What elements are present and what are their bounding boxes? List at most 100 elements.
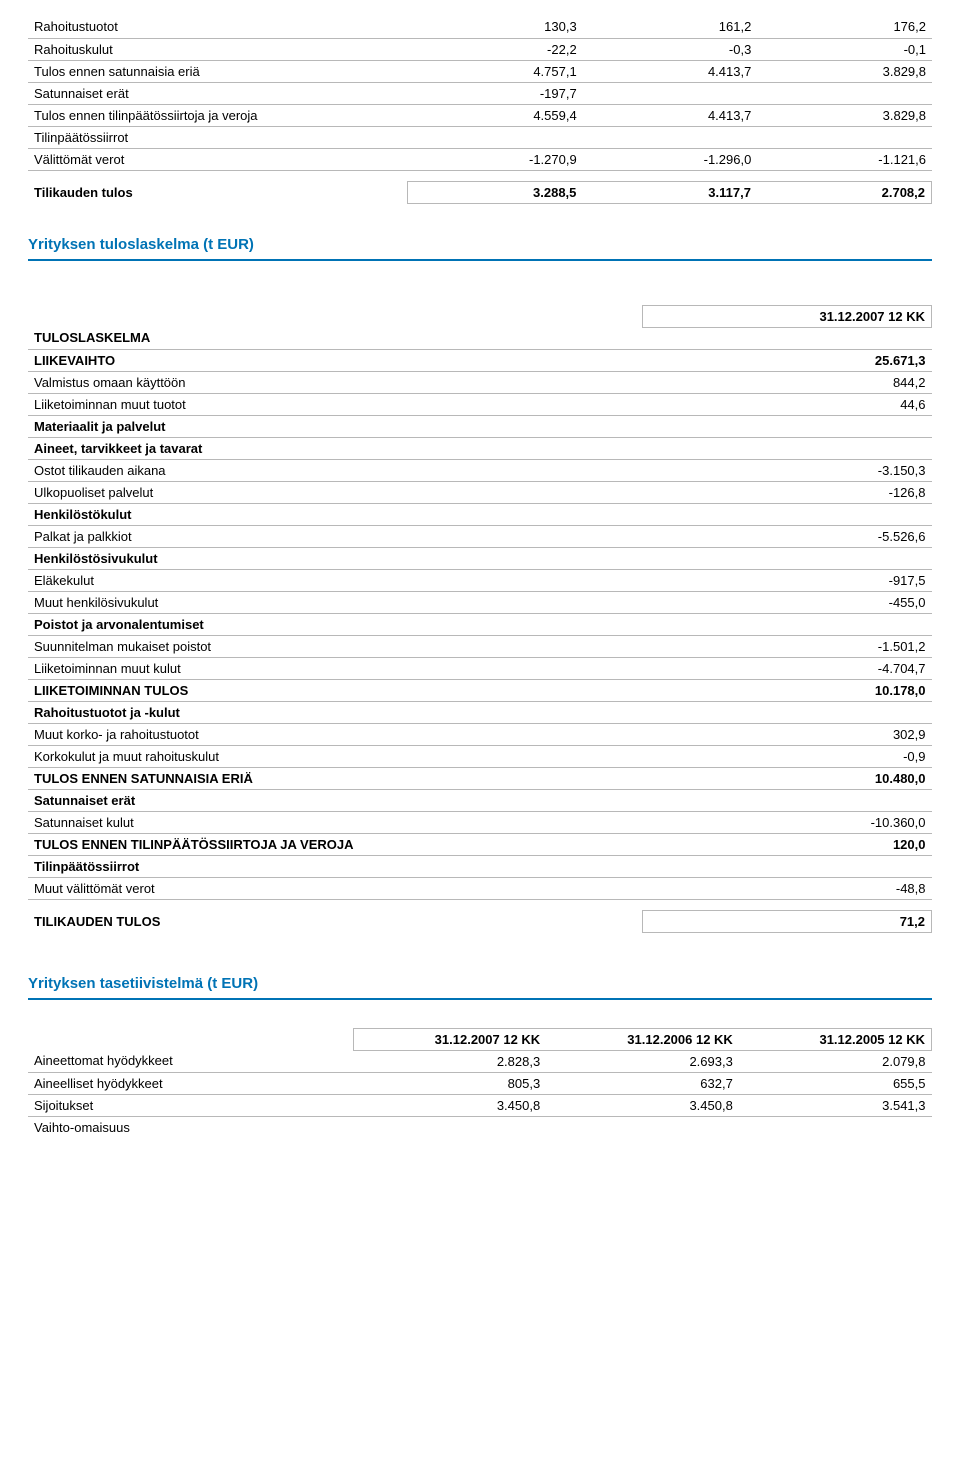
cell-label: Liiketoiminnan muut tuotot [28, 393, 642, 415]
table-row: LIIKEVAIHTO25.671,3 [28, 349, 932, 371]
table-row: Tulos ennen satunnaisia eriä4.757,14.413… [28, 60, 932, 82]
t3-h1: 31.12.2007 12 KK [354, 1028, 547, 1050]
cell-value: 4.413,7 [583, 60, 758, 82]
table-row: Rahoitustuotot ja -kulut [28, 701, 932, 723]
balance-table: 31.12.2007 12 KK 31.12.2006 12 KK 31.12.… [28, 1028, 932, 1139]
cell-label: Sijoitukset [28, 1094, 354, 1116]
cell-label: TULOS ENNEN TILINPÄÄTÖSSIIRTOJA JA VEROJ… [28, 833, 642, 855]
cell-value [546, 1116, 739, 1138]
cell-label: Rahoitustuotot [28, 16, 408, 38]
cell-label: Satunnaiset kulut [28, 811, 642, 833]
cell-label: Aineettomat hyödykkeet [28, 1050, 354, 1072]
cell-value [739, 1116, 932, 1138]
cell-value: 3.450,8 [354, 1094, 547, 1116]
cell-value: 25.671,3 [642, 349, 931, 371]
table-row: TULOS ENNEN SATUNNAISIA ERIÄ10.480,0 [28, 767, 932, 789]
cell-value [354, 1116, 547, 1138]
table-row: LIIKETOIMINNAN TULOS10.178,0 [28, 679, 932, 701]
top-table-final: Tilikauden tulos 3.288,5 3.117,7 2.708,2 [28, 181, 932, 204]
t2-final-val: 71,2 [642, 910, 931, 932]
cell-value [408, 126, 583, 148]
table-row: Korkokulut ja muut rahoituskulut-0,9 [28, 745, 932, 767]
cell-value: 4.559,4 [408, 104, 583, 126]
table-row: Satunnaiset kulut-10.360,0 [28, 811, 932, 833]
cell-value: -22,2 [408, 38, 583, 60]
cell-value: -1.296,0 [583, 148, 758, 170]
cell-label: LIIKEVAIHTO [28, 349, 642, 371]
cell-value: 3.541,3 [739, 1094, 932, 1116]
top-table: Rahoitustuotot130,3161,2176,2Rahoituskul… [28, 16, 932, 171]
cell-label: Satunnaiset erät [28, 82, 408, 104]
cell-value: 805,3 [354, 1072, 547, 1094]
cell-label: Ostot tilikauden aikana [28, 459, 642, 481]
cell-value: 632,7 [546, 1072, 739, 1094]
cell-value: 120,0 [642, 833, 931, 855]
cell-value [642, 437, 931, 459]
cell-value: 161,2 [583, 16, 758, 38]
table-row: Materiaalit ja palvelut [28, 415, 932, 437]
cell-value: -48,8 [642, 877, 931, 899]
t1-final-v2: 3.117,7 [582, 181, 757, 203]
cell-label: Materiaalit ja palvelut [28, 415, 642, 437]
table-row: Rahoitustuotot130,3161,2176,2 [28, 16, 932, 38]
cell-label: Aineelliset hyödykkeet [28, 1072, 354, 1094]
table-row: Aineet, tarvikkeet ja tavarat [28, 437, 932, 459]
table-row: Satunnaiset erät-197,7 [28, 82, 932, 104]
cell-value: 2.079,8 [739, 1050, 932, 1072]
cell-label: LIIKETOIMINNAN TULOS [28, 679, 642, 701]
cell-value [642, 701, 931, 723]
cell-value [757, 82, 932, 104]
cell-label: Vaihto-omaisuus [28, 1116, 354, 1138]
cell-label: TULOS ENNEN SATUNNAISIA ERIÄ [28, 767, 642, 789]
table-row: Ulkopuoliset palvelut-126,8 [28, 481, 932, 503]
table-row: Valmistus omaan käyttöön844,2 [28, 371, 932, 393]
cell-value: -5.526,6 [642, 525, 931, 547]
table-row: TULOSLASKELMA [28, 327, 932, 349]
cell-label: Tulos ennen tilinpäätössiirtoja ja veroj… [28, 104, 408, 126]
cell-value: -126,8 [642, 481, 931, 503]
cell-value: 655,5 [739, 1072, 932, 1094]
cell-label: Suunnitelman mukaiset poistot [28, 635, 642, 657]
table-row: Vaihto-omaisuus [28, 1116, 932, 1138]
cell-value: 302,9 [642, 723, 931, 745]
t3-h2: 31.12.2006 12 KK [546, 1028, 739, 1050]
income-table-final: TILIKAUDEN TULOS 71,2 [28, 910, 932, 933]
cell-value: 2.828,3 [354, 1050, 547, 1072]
cell-label: Aineet, tarvikkeet ja tavarat [28, 437, 642, 459]
cell-value [642, 547, 931, 569]
table-row: Tulos ennen tilinpäätössiirtoja ja veroj… [28, 104, 932, 126]
cell-value: -4.704,7 [642, 657, 931, 679]
cell-value: 10.480,0 [642, 767, 931, 789]
cell-value: 10.178,0 [642, 679, 931, 701]
table-row: Suunnitelman mukaiset poistot-1.501,2 [28, 635, 932, 657]
cell-label: Muut henkilösivukulut [28, 591, 642, 613]
t1-final-v3: 2.708,2 [757, 181, 932, 203]
cell-label: Henkilöstösivukulut [28, 547, 642, 569]
section-title-income: Yrityksen tuloslaskelma (t EUR) [28, 230, 932, 261]
cell-label: Liiketoiminnan muut kulut [28, 657, 642, 679]
cell-label: Rahoituskulut [28, 38, 408, 60]
table-row: Palkat ja palkkiot-5.526,6 [28, 525, 932, 547]
t2-final-label: TILIKAUDEN TULOS [28, 910, 642, 932]
table-row: Liiketoiminnan muut kulut-4.704,7 [28, 657, 932, 679]
table-row: Muut henkilösivukulut-455,0 [28, 591, 932, 613]
t1-final-label: Tilikauden tulos [28, 181, 408, 203]
table-row: Eläkekulut-917,5 [28, 569, 932, 591]
cell-value [642, 613, 931, 635]
t1-final-v1: 3.288,5 [408, 181, 583, 203]
cell-value [583, 82, 758, 104]
cell-value [757, 126, 932, 148]
cell-value: -1.501,2 [642, 635, 931, 657]
table-row: Ostot tilikauden aikana-3.150,3 [28, 459, 932, 481]
cell-value: 176,2 [757, 16, 932, 38]
cell-label: Henkilöstökulut [28, 503, 642, 525]
cell-label: Tilinpäätössiirrot [28, 855, 642, 877]
cell-label: Palkat ja palkkiot [28, 525, 642, 547]
t3-h3: 31.12.2005 12 KK [739, 1028, 932, 1050]
cell-label: Satunnaiset erät [28, 789, 642, 811]
cell-value: 3.829,8 [757, 60, 932, 82]
cell-value [642, 855, 931, 877]
table-row: Muut välittömät verot-48,8 [28, 877, 932, 899]
cell-value: -0,1 [757, 38, 932, 60]
cell-label: Tulos ennen satunnaisia eriä [28, 60, 408, 82]
